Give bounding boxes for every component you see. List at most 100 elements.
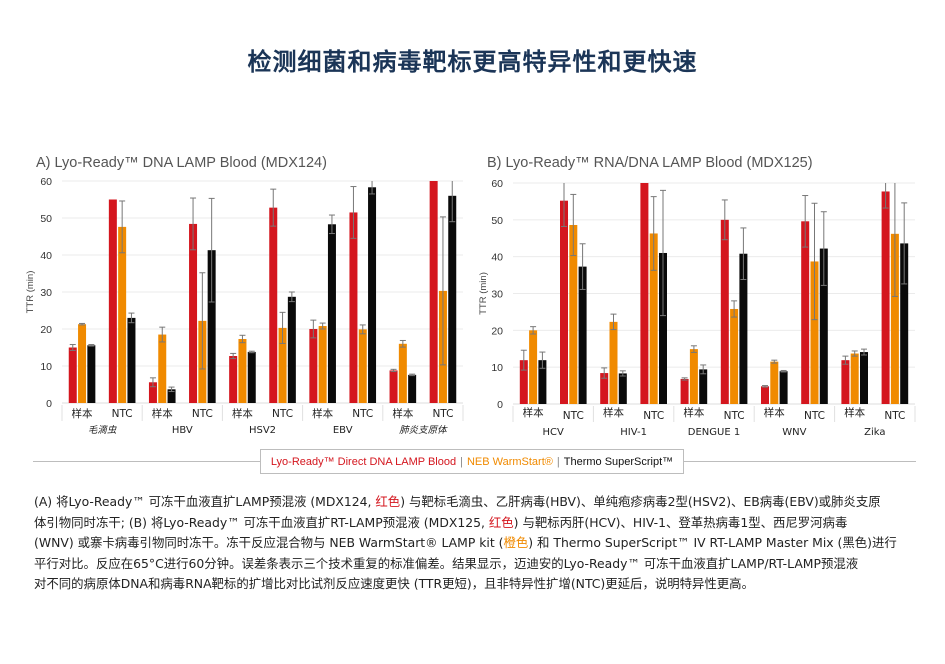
- y-tick-label: 0: [46, 398, 52, 410]
- caption-line: 体引物同时冻干; (B) 将Lyo-Ready™ 可冻干血液直扩RT-LAMP预…: [34, 513, 914, 534]
- caption-line: 对不同的病原体DNA和病毒RNA靶标的扩增比对比试剂反应速度更快 (TTR更短)…: [34, 574, 914, 595]
- bar: [207, 250, 216, 403]
- legend-item-thermo-superscript: Thermo SuperScript™: [563, 455, 674, 468]
- bar: [327, 224, 336, 403]
- bar: [779, 371, 788, 404]
- bar: [158, 334, 167, 403]
- x-subcategory-label: 样本: [764, 406, 785, 419]
- bar: [189, 223, 198, 403]
- bar: [850, 353, 859, 404]
- legend-item-neb-warmstart: NEB WarmStart®: [466, 455, 553, 468]
- x-subcategory-label: 样本: [392, 407, 413, 420]
- bar: [78, 324, 87, 403]
- caption-text: ) 和 Thermo SuperScript™ IV RT-LAMP Maste…: [528, 535, 897, 550]
- legend-item-lyo-ready: Lyo-Ready™ Direct DNA LAMP Blood: [270, 455, 457, 468]
- y-axis-label: TTR (min): [478, 272, 489, 315]
- y-tick-label: 30: [491, 289, 503, 301]
- x-subcategory-label: NTC: [112, 408, 133, 420]
- x-group-label: 肺炎支原体: [399, 425, 448, 436]
- bar: [560, 200, 568, 404]
- bar: [578, 266, 587, 404]
- y-tick-label: 30: [40, 287, 52, 299]
- x-group-label: HSV2: [249, 425, 276, 436]
- bar: [761, 386, 769, 404]
- x-subcategory-label: NTC: [352, 408, 373, 420]
- caption-highlight-red: 红色: [488, 514, 514, 530]
- bar: [529, 330, 538, 404]
- bar: [810, 261, 819, 404]
- x-group-label: HCV: [543, 427, 565, 438]
- bar: [881, 191, 890, 404]
- bar: [287, 296, 296, 403]
- bar: [841, 360, 850, 404]
- bar: [618, 373, 627, 404]
- y-tick-label: 60: [40, 176, 52, 188]
- caption-text: (WNV) 或寨卡病毒引物同时冻干。冻干反应混合物与 NEB WarmStart…: [34, 535, 504, 550]
- x-subcategory-label: 样本: [603, 406, 624, 419]
- bar: [349, 212, 358, 403]
- caption-highlight-red: 红色: [375, 494, 401, 509]
- legend-divider-right: [684, 461, 916, 462]
- bar: [680, 378, 689, 404]
- bar: [247, 351, 256, 403]
- x-subcategory-label: NTC: [643, 410, 664, 422]
- legend-separator: |: [556, 455, 560, 468]
- x-group-label: WNV: [782, 427, 806, 438]
- x-group-label: HBV: [172, 425, 193, 436]
- bar: [649, 233, 658, 404]
- x-subcategory-label: NTC: [724, 410, 745, 422]
- bar: [689, 349, 698, 404]
- bar: [739, 253, 748, 404]
- bar: [108, 199, 117, 403]
- bar: [127, 317, 136, 403]
- caption-line: (WNV) 或寨卡病毒引物同时冻干。冻干反应混合物与 NEB WarmStart…: [34, 533, 914, 554]
- x-subcategory-label: 样本: [232, 407, 253, 420]
- bar: [900, 243, 909, 404]
- y-tick-label: 20: [40, 324, 52, 336]
- y-tick-label: 20: [491, 325, 503, 337]
- bar: [368, 187, 377, 403]
- caption-highlight-orange: 橙色: [503, 535, 529, 550]
- caption-text: ) 与靶标毛滴虫、乙肝病毒(HBV)、单纯疱疹病毒2型(HSV2)、EB病毒(E…: [400, 494, 881, 509]
- bar: [801, 221, 810, 404]
- caption-text: ) 与靶标丙肝(HCV)、HIV-1、登革热病毒1型、西尼罗河病毒: [513, 514, 848, 530]
- legend-divider-left: [33, 461, 260, 462]
- y-tick-label: 10: [40, 361, 52, 373]
- bar: [538, 360, 547, 404]
- bar: [318, 326, 327, 403]
- y-tick-label: 50: [40, 213, 52, 225]
- x-subcategory-label: NTC: [272, 408, 293, 420]
- x-subcategory-label: 样本: [152, 407, 173, 420]
- bar: [68, 347, 77, 403]
- x-subcategory-label: NTC: [804, 410, 825, 422]
- bar: [269, 207, 278, 403]
- bar: [659, 252, 667, 404]
- x-group-label: HIV-1: [620, 427, 647, 438]
- x-subcategory-label: 样本: [523, 406, 544, 419]
- x-group-label: Zika: [864, 427, 885, 438]
- bar: [229, 356, 238, 403]
- bar: [770, 361, 779, 404]
- bar: [118, 226, 127, 403]
- x-subcategory-label: NTC: [432, 408, 453, 420]
- bar: [640, 183, 649, 404]
- chart-b-title: B) Lyo-Ready™ RNA/DNA LAMP Blood (MDX125…: [487, 155, 813, 171]
- chart-legend: Lyo-Ready™ Direct DNA LAMP Blood | NEB W…: [260, 449, 684, 474]
- bar: [569, 224, 578, 404]
- caption-text: 体引物同时冻干; (B) 将Lyo-Ready™ 可冻干血液直扩RT-LAMP预…: [34, 514, 489, 530]
- bar: [87, 345, 96, 403]
- bar: [238, 338, 247, 403]
- caption-line: (A) 将Lyo-Ready™ 可冻干血液直扩LAMP预混液 (MDX124, …: [34, 492, 914, 513]
- caption-line: 平行对比。反应在65°C进行60分钟。误差条表示三个技术重复的标准偏差。结果显示…: [34, 554, 914, 575]
- bar: [448, 195, 457, 403]
- x-subcategory-label: NTC: [192, 408, 213, 420]
- x-subcategory-label: NTC: [884, 410, 905, 422]
- y-axis-label: TTR (min): [25, 271, 36, 314]
- y-tick-label: 40: [40, 250, 52, 262]
- bar: [600, 373, 609, 404]
- bar: [278, 327, 287, 403]
- bar: [519, 360, 528, 404]
- bar: [167, 389, 176, 403]
- bar: [860, 352, 868, 404]
